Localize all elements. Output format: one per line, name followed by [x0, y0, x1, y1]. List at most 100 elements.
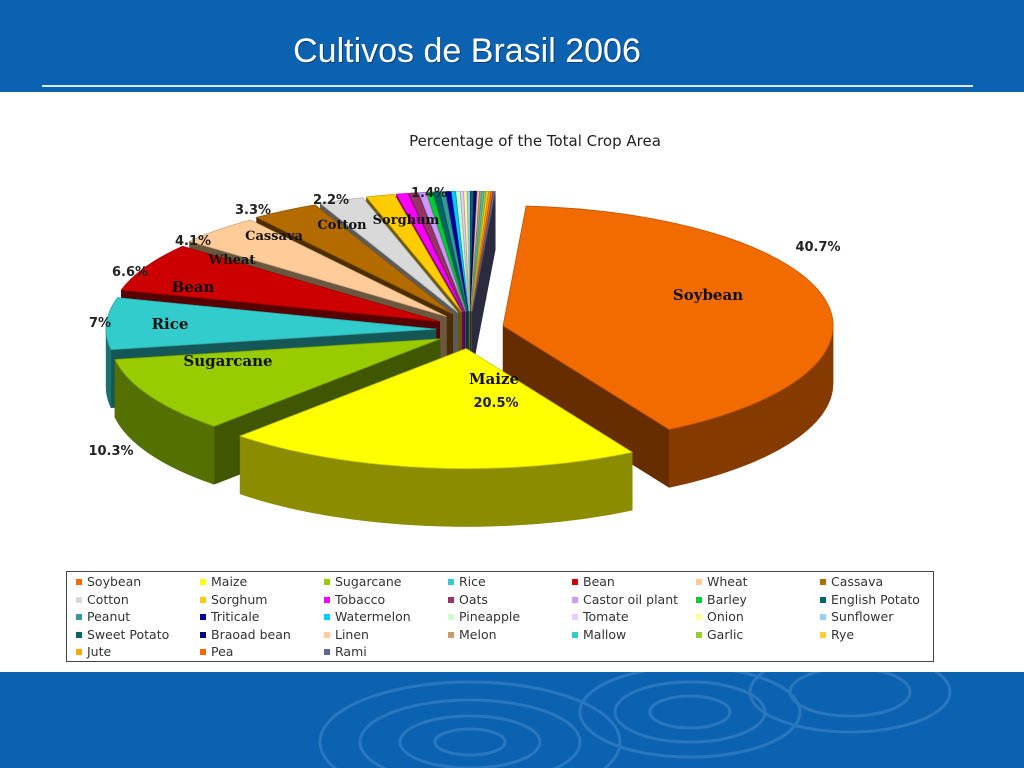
slice-name-cotton: Cotton [317, 218, 367, 233]
legend-swatch [324, 579, 330, 585]
legend-item-triticale: Triticale [193, 608, 259, 625]
slice-name-cassava: Cassava [245, 229, 303, 244]
legend-swatch [820, 631, 826, 638]
legend-label: Garlic [707, 626, 744, 642]
legend-swatch [324, 631, 330, 638]
legend-swatch [448, 631, 454, 638]
legend-item-sorghum: Sorghum [193, 591, 267, 608]
legend-swatch [696, 631, 702, 638]
pie-chart: Percentage of the Total Crop Area 40.7% S… [88, 132, 841, 527]
legend-swatch [696, 579, 702, 585]
legend-label: Bean [583, 574, 615, 589]
legend-label: Oats [459, 591, 488, 607]
legend-swatch [448, 579, 454, 585]
pie-slice-soybean [502, 205, 834, 488]
legend-item-rice: Rice [441, 573, 486, 590]
legend-swatch [324, 649, 330, 656]
legend-item-wheat: Wheat [689, 573, 748, 590]
legend-label: Tomate [583, 609, 629, 625]
slice-name-soybean: Soybean [673, 286, 743, 304]
legend-swatch [200, 579, 206, 585]
legend-item-cassava: Cassava [813, 573, 883, 590]
pie-slices [105, 190, 834, 527]
legend-swatch [324, 614, 330, 621]
legend-item-barley: Barley [689, 591, 747, 608]
pie-slice-maize [238, 348, 634, 527]
legend-swatch [572, 631, 578, 638]
legend-label: Sorghum [211, 591, 268, 607]
legend-swatch [76, 631, 82, 638]
legend-item-bean: Bean [565, 573, 615, 590]
legend-item-cotton: Cotton [69, 591, 129, 608]
legend-item-pea: Pea [193, 643, 233, 660]
legend-item-linen: Linen [317, 626, 369, 643]
legend-label: Pea [211, 644, 234, 660]
legend-label: Maize [211, 574, 248, 589]
legend-label: Wheat [707, 574, 748, 589]
legend-item-sunflower: Sunflower [813, 608, 893, 625]
chart-title: Percentage of the Total Crop Area [409, 132, 661, 150]
legend-item-maize: Maize [193, 573, 247, 590]
title-divider [42, 85, 973, 87]
legend-item-braoad-bean: Braoad bean [193, 626, 291, 643]
data-label-rice: 7% [89, 316, 111, 331]
legend-swatch [200, 596, 206, 603]
legend-label: Cotton [87, 591, 129, 607]
legend-label: Mallow [583, 626, 627, 642]
legend-swatch [448, 614, 454, 621]
legend-label: Melon [459, 626, 497, 642]
legend-item-jute: Jute [69, 643, 111, 660]
legend-swatch [572, 614, 578, 621]
legend-swatch [76, 614, 82, 621]
legend-swatch [76, 649, 82, 656]
legend-swatch [572, 596, 578, 603]
data-label-wheat: 4.1% [175, 234, 211, 249]
legend-label: Rami [335, 644, 367, 660]
data-label-sugarcane: 10.3% [88, 444, 133, 459]
legend-swatch [76, 579, 82, 585]
legend-swatch [200, 631, 206, 638]
pie-labels: 40.7% Soybean 20.5% Maize 10.3% Sugarcane 7% Ri… [88, 186, 840, 459]
legend-item-sweet-potato: Sweet Potato [69, 626, 169, 643]
data-label-soybean: 40.7% [795, 240, 840, 255]
legend-swatch [324, 596, 330, 603]
slice-name-bean: Bean [172, 278, 215, 296]
footer-bar [0, 672, 1024, 768]
data-label-cassava: 3.3% [235, 203, 271, 218]
legend-label: Watermelon [335, 609, 411, 625]
legend-item-rye: Rye [813, 626, 854, 643]
slice-name-sugarcane: Sugarcane [183, 352, 272, 370]
legend-label: Onion [707, 609, 744, 625]
legend-label: Castor oil plant [583, 591, 679, 607]
legend-item-oats: Oats [441, 591, 488, 608]
legend-item-melon: Melon [441, 626, 497, 643]
title-bar: Cultivos de Brasil 2006 [0, 0, 1024, 92]
legend-swatch [448, 596, 454, 603]
data-label-cotton: 2.2% [313, 193, 349, 208]
legend-label: Tobacco [335, 591, 386, 607]
legend-label: Jute [87, 644, 112, 660]
legend-item-garlic: Garlic [689, 626, 743, 643]
slice-name-wheat: Wheat [208, 253, 256, 268]
legend-label: Linen [335, 626, 369, 642]
legend-swatch [200, 614, 206, 621]
legend-swatch [200, 649, 206, 656]
legend-label: Rice [459, 574, 486, 589]
legend-swatch [820, 579, 826, 585]
slide-title: Cultivos de Brasil 2006 [293, 32, 641, 70]
legend-item-castor-oil-plant: Castor oil plant [565, 591, 678, 608]
water-ripple-decoration [318, 672, 952, 768]
legend-item-onion: Onion [689, 608, 744, 625]
pie-slice-rami [471, 191, 496, 370]
legend-item-watermelon: Watermelon [317, 608, 411, 625]
legend-swatch [696, 614, 702, 621]
legend-swatch [820, 596, 826, 603]
legend-item-soybean: Soybean [69, 573, 141, 590]
legend-swatch [696, 596, 702, 603]
legend-item-peanut: Peanut [69, 608, 130, 625]
legend-label: Pineapple [459, 609, 521, 625]
legend-label: Cassava [831, 574, 884, 589]
legend-label: Sugarcane [335, 574, 402, 589]
legend-label: Soybean [87, 574, 142, 589]
legend-item-sugarcane: Sugarcane [317, 573, 401, 590]
